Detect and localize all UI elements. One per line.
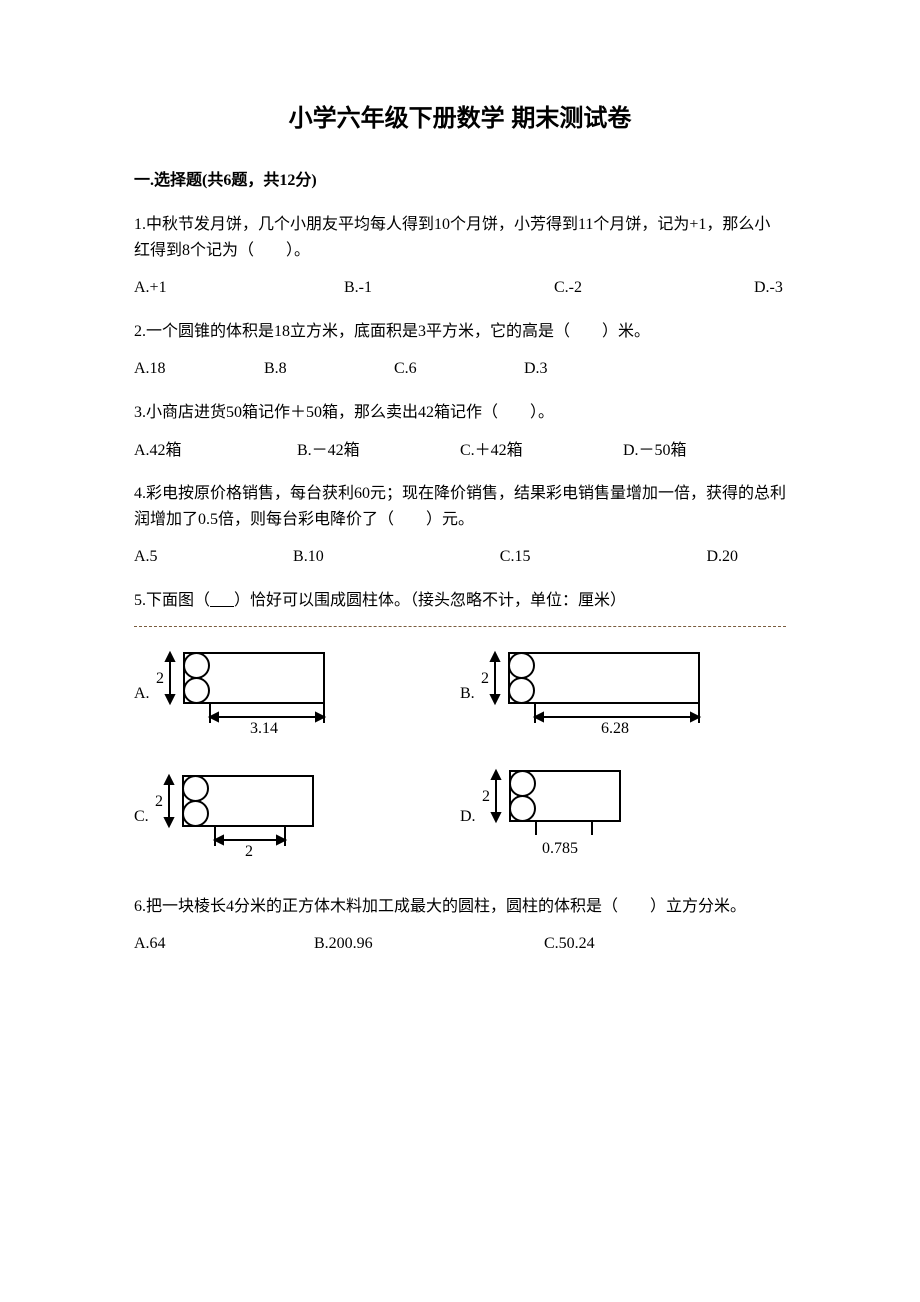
q6-option-b: B.200.96	[314, 931, 544, 957]
q2-options: A.18 B.8 C.6 D.3	[134, 356, 654, 382]
dotted-rule	[134, 626, 786, 627]
q5-figA-w: 3.14	[250, 720, 278, 735]
q5-figB-h: 2	[481, 670, 489, 687]
q1-option-a: A.+1	[134, 275, 344, 301]
question-3: 3.小商店进货50箱记作＋50箱，那么卖出42箱记作（ ）。 A.42箱 B.－…	[134, 400, 786, 463]
q3-option-d: D.－50箱	[623, 438, 786, 464]
q5-figure-a: A. 2 3.14	[134, 645, 460, 735]
question-2: 2.一个圆锥的体积是18立方米，底面积是3平方米，它的高是（ ）米。 A.18 …	[134, 319, 786, 382]
q5-label-a: A.	[134, 681, 150, 707]
q1-options: A.+1 B.-1 C.-2 D.-3	[134, 275, 786, 301]
q5-figures-row-2: C. 2 2 D.	[134, 763, 786, 858]
q6-option-a: A.64	[134, 931, 314, 957]
q5-pre: 5.下面图（	[134, 592, 210, 609]
q3-text: 3.小商店进货50箱记作＋50箱，那么卖出42箱记作（ ）。	[134, 400, 786, 426]
q4-option-d: D.20	[707, 544, 787, 570]
q5-figA-h: 2	[156, 670, 164, 687]
q6-option-c: C.50.24	[544, 931, 595, 957]
q2-option-a: A.18	[134, 356, 264, 382]
q5-label-b: B.	[460, 681, 475, 707]
q3-option-c: C.＋42箱	[460, 438, 623, 464]
q5-label-c: C.	[134, 804, 149, 830]
question-6: 6.把一块棱长4分米的正方体木料加工成最大的圆柱，圆柱的体积是（ ）立方分米。 …	[134, 894, 786, 957]
q4-option-b: B.10	[293, 544, 500, 570]
q1-option-b: B.-1	[344, 275, 554, 301]
question-4: 4.彩电按原价格销售，每台获利60元；现在降价销售，结果彩电销售量增加一倍，获得…	[134, 481, 786, 570]
question-1: 1.中秋节发月饼，几个小朋友平均每人得到10个月饼，小芳得到11个月饼，记为+1…	[134, 212, 786, 301]
q5-figC-w: 2	[245, 843, 253, 858]
q5-figure-c: C. 2 2	[134, 768, 460, 858]
q5-figure-d: D. 2 0.785	[460, 763, 786, 858]
q4-option-a: A.5	[134, 544, 293, 570]
q1-option-d: D.-3	[754, 275, 783, 301]
section-one-header: 一.选择题(共6题，共12分)	[134, 168, 786, 194]
q4-options: A.5 B.10 C.15 D.20	[134, 544, 786, 570]
q3-option-a: A.42箱	[134, 438, 297, 464]
q5-svg-d: 2 0.785	[482, 763, 642, 858]
q5-figure-b: B. 2 6.28	[460, 645, 786, 735]
q4-option-c: C.15	[500, 544, 707, 570]
q4-text: 4.彩电按原价格销售，每台获利60元；现在降价销售，结果彩电销售量增加一倍，获得…	[134, 481, 786, 532]
q5-figB-w: 6.28	[601, 720, 629, 735]
q5-post: ）恰好可以围成圆柱体。（接头忽略不计，单位：厘米）	[234, 592, 626, 609]
q2-option-b: B.8	[264, 356, 394, 382]
q5-figD-h: 2	[482, 788, 490, 805]
q5-figD-w: 0.785	[542, 840, 578, 857]
q1-option-c: C.-2	[554, 275, 754, 301]
q2-text: 2.一个圆锥的体积是18立方米，底面积是3平方米，它的高是（ ）米。	[134, 319, 786, 345]
q6-options: A.64 B.200.96 C.50.24	[134, 931, 786, 957]
q2-option-d: D.3	[524, 356, 654, 382]
q5-svg-b: 2 6.28	[481, 645, 711, 735]
q3-option-b: B.－42箱	[297, 438, 460, 464]
q1-text: 1.中秋节发月饼，几个小朋友平均每人得到10个月饼，小芳得到11个月饼，记为+1…	[134, 212, 786, 263]
q5-text: 5.下面图（ ）恰好可以围成圆柱体。（接头忽略不计，单位：厘米）	[134, 588, 786, 614]
q2-option-c: C.6	[394, 356, 524, 382]
q5-blank	[210, 592, 234, 609]
q5-figures-row-1: A. 2 3.14 B.	[134, 645, 786, 735]
q6-text: 6.把一块棱长4分米的正方体木料加工成最大的圆柱，圆柱的体积是（ ）立方分米。	[134, 894, 786, 920]
q5-label-d: D.	[460, 804, 476, 830]
question-5: 5.下面图（ ）恰好可以围成圆柱体。（接头忽略不计，单位：厘米）	[134, 588, 786, 614]
page-title: 小学六年级下册数学 期末测试卷	[134, 100, 786, 138]
q3-options: A.42箱 B.－42箱 C.＋42箱 D.－50箱	[134, 438, 786, 464]
q5-svg-c: 2 2	[155, 768, 325, 858]
q5-figC-h: 2	[155, 793, 163, 810]
q5-svg-a: 2 3.14	[156, 645, 336, 735]
